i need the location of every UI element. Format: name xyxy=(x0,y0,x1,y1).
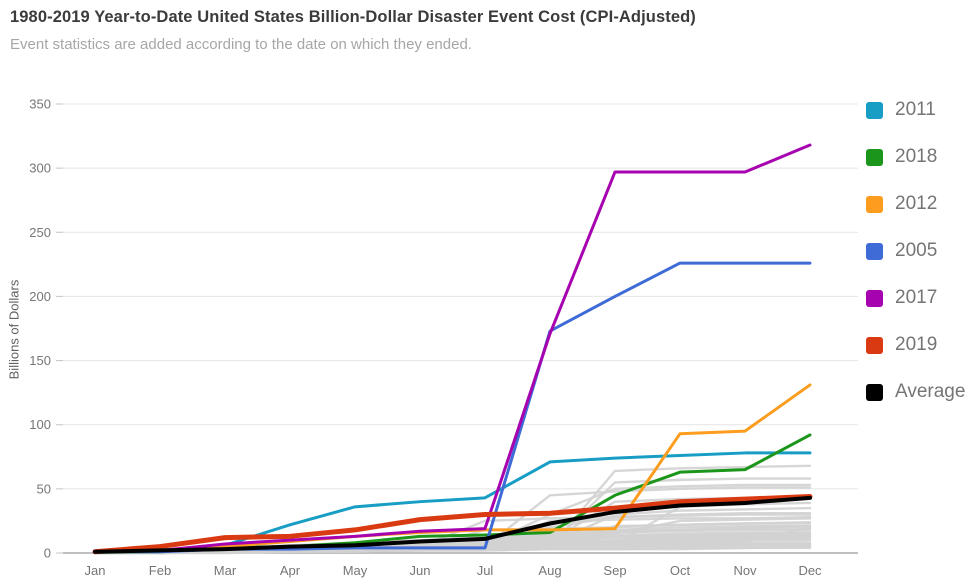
legend: 2011 2018 2012 2005 2017 2019 Average xyxy=(866,99,965,403)
legend-swatch-icon xyxy=(866,148,883,166)
y-tick-label: 150 xyxy=(29,353,51,368)
legend-label: 2018 xyxy=(895,146,938,167)
y-tick-label: 350 xyxy=(29,97,51,112)
x-tick-label: Apr xyxy=(280,563,301,578)
legend-swatch-icon xyxy=(866,383,883,401)
chart-plot-area[interactable]: 0 50 100 150 200 250 300 350 Jan Feb Mar Apr May Jun J… xyxy=(0,70,974,585)
series-line-2017[interactable] xyxy=(93,143,812,554)
legend-item-2018[interactable]: 2018 xyxy=(866,146,965,168)
page-title: 1980-2019 Year-to-Date United States Bil… xyxy=(10,8,696,26)
chart-header: 1980-2019 Year-to-Date United States Bil… xyxy=(0,0,974,53)
y-tick-label: 50 xyxy=(37,481,51,496)
x-tick-label: Dec xyxy=(798,563,822,578)
legend-item-2017[interactable]: 2017 xyxy=(866,287,965,309)
x-tick-label: Jul xyxy=(477,563,494,578)
page-subtitle: Event statistics are added according to … xyxy=(10,36,472,53)
x-tick-label: May xyxy=(343,563,368,578)
x-tick-label: Oct xyxy=(670,563,691,578)
legend-label: 2011 xyxy=(895,99,936,120)
legend-item-2012[interactable]: 2012 xyxy=(866,193,965,215)
series-line-2005[interactable] xyxy=(93,261,812,554)
x-tick-label: Nov xyxy=(733,563,757,578)
legend-label: Average xyxy=(895,381,966,402)
legend-item-average[interactable]: Average xyxy=(866,381,965,403)
legend-item-2011[interactable]: 2011 xyxy=(866,99,965,121)
legend-label: 2012 xyxy=(895,193,938,214)
legend-swatch-icon xyxy=(866,242,883,260)
series-line-2019[interactable] xyxy=(92,494,813,555)
legend-item-2005[interactable]: 2005 xyxy=(866,240,965,262)
x-tick-label: Jun xyxy=(410,563,431,578)
y-tick-label: 100 xyxy=(29,417,51,432)
legend-swatch-icon xyxy=(866,195,883,213)
legend-label: 2005 xyxy=(895,240,938,261)
x-tick-label: Sep xyxy=(603,563,626,578)
x-tick-label: Feb xyxy=(149,563,171,578)
legend-swatch-icon xyxy=(866,336,883,354)
legend-item-2019[interactable]: 2019 xyxy=(866,334,965,356)
x-tick-label: Mar xyxy=(214,563,237,578)
legend-label: 2019 xyxy=(895,334,938,355)
x-tick-label: Jan xyxy=(85,563,106,578)
legend-swatch-icon xyxy=(866,101,883,119)
y-tick-label: 0 xyxy=(44,546,51,561)
y-tick-label: 300 xyxy=(29,161,51,176)
y-tick-label: 200 xyxy=(29,289,51,304)
series-line-average[interactable] xyxy=(93,495,812,554)
y-tick-label: 250 xyxy=(29,225,51,240)
legend-swatch-icon xyxy=(866,289,883,307)
x-tick-label: Aug xyxy=(538,563,561,578)
legend-label: 2017 xyxy=(895,287,938,308)
